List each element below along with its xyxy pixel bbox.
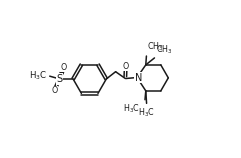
- Text: S: S: [56, 74, 62, 84]
- Text: O: O: [60, 63, 67, 72]
- Text: H$_3$C: H$_3$C: [138, 106, 155, 119]
- Text: H$_3$C: H$_3$C: [123, 102, 140, 115]
- Text: CH$_3$: CH$_3$: [147, 41, 163, 54]
- Text: CH$_3$: CH$_3$: [156, 43, 173, 56]
- Text: O: O: [52, 86, 58, 95]
- Text: N: N: [134, 73, 142, 82]
- Text: H$_3$C: H$_3$C: [29, 70, 47, 82]
- Text: O: O: [122, 62, 129, 71]
